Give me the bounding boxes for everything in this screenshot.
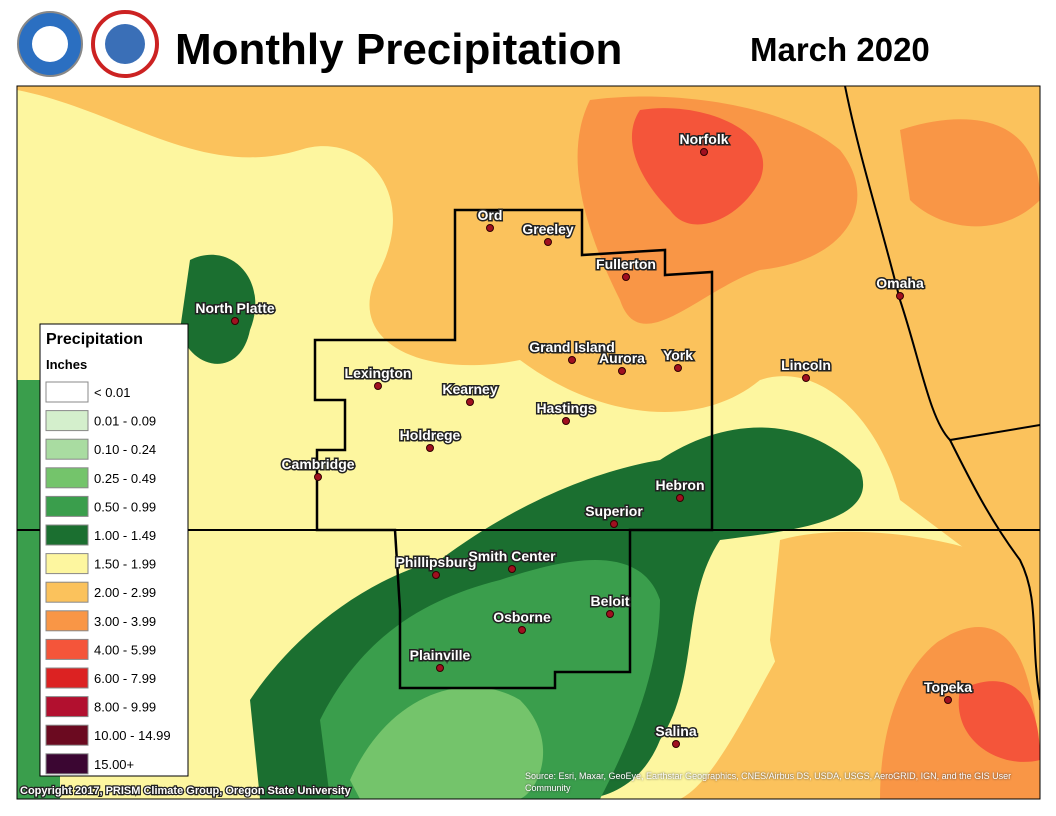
region-red bbox=[958, 681, 1040, 762]
map-frame bbox=[16, 85, 1041, 800]
city-dot bbox=[944, 696, 952, 704]
legend-swatch bbox=[45, 696, 89, 718]
cwa-boundary bbox=[313, 208, 714, 690]
city-dot bbox=[672, 740, 680, 748]
copyright: Copyright 2017, PRISM Climate Group, Ore… bbox=[20, 785, 352, 797]
city-label: Greeley bbox=[522, 221, 574, 237]
region-green bbox=[180, 254, 256, 364]
legend-label: 0.50 - 0.99 bbox=[94, 499, 156, 514]
city-dot bbox=[618, 367, 626, 375]
city-dot bbox=[610, 520, 618, 528]
city-dot bbox=[508, 565, 516, 573]
city-label: Hastings bbox=[536, 400, 595, 416]
legend-units: Inches bbox=[46, 357, 87, 372]
city-dot bbox=[486, 224, 494, 232]
legend-label: 0.25 - 0.49 bbox=[94, 471, 156, 486]
city-dot bbox=[466, 398, 474, 406]
city-label: Fullerton bbox=[596, 256, 656, 272]
legend: Precipitation Inches < 0.01 0.01 - 0.09 0.… bbox=[39, 323, 189, 777]
city-label: Aurora bbox=[599, 350, 645, 366]
city-label: Topeka bbox=[924, 679, 972, 695]
legend-label: 4.00 - 5.99 bbox=[94, 642, 156, 657]
city-dot bbox=[436, 664, 444, 672]
city-dot bbox=[562, 417, 570, 425]
city-label: Smith Center bbox=[468, 548, 556, 564]
city-dot bbox=[426, 444, 434, 452]
legend-swatch bbox=[45, 495, 89, 517]
legend-swatch bbox=[45, 724, 89, 746]
source: Source: Esri, Maxar, GeoEye, Earthstar G… bbox=[525, 771, 1012, 793]
legend-label: 1.50 - 1.99 bbox=[94, 557, 156, 572]
city-label: Osborne bbox=[493, 609, 551, 625]
city-label: Omaha bbox=[876, 275, 924, 291]
city-label: Grand Island bbox=[529, 339, 615, 355]
legend-label: 15.00+ bbox=[94, 757, 134, 772]
city-label: Beloit bbox=[591, 593, 630, 609]
legend-swatch bbox=[45, 410, 89, 432]
legend-swatch bbox=[45, 581, 89, 603]
legend-label: 10.00 - 14.99 bbox=[94, 728, 171, 743]
city-label: Plainville bbox=[410, 647, 471, 663]
legend-label: 1.00 - 1.49 bbox=[94, 528, 156, 543]
city-label: Ord bbox=[478, 207, 503, 223]
city-label: Lincoln bbox=[781, 357, 831, 373]
city-dot bbox=[544, 238, 552, 246]
cities: Norfolk Ord Greeley Fullerton Omaha North Pla… bbox=[194, 130, 974, 748]
city-label: Salina bbox=[655, 723, 696, 739]
city-dot bbox=[676, 494, 684, 502]
legend-label: 2.00 - 2.99 bbox=[94, 585, 156, 600]
city-dot bbox=[606, 610, 614, 618]
region-orange bbox=[900, 119, 1040, 227]
city-dot bbox=[374, 382, 382, 390]
city-label: Norfolk bbox=[680, 131, 729, 147]
city-dot bbox=[896, 292, 904, 300]
city-label: Cambridge bbox=[281, 456, 354, 472]
legend-swatch bbox=[45, 438, 89, 460]
city-dot bbox=[432, 571, 440, 579]
city-dot bbox=[518, 626, 526, 634]
legend-label: 0.10 - 0.24 bbox=[94, 442, 156, 457]
nws-logo-inner bbox=[105, 24, 145, 64]
city-label: York bbox=[663, 347, 693, 363]
legend-label: 3.00 - 3.99 bbox=[94, 614, 156, 629]
city-dot bbox=[674, 364, 682, 372]
legend-swatch bbox=[45, 467, 89, 489]
city-label: Holdrege bbox=[400, 427, 461, 443]
city-dot bbox=[314, 473, 322, 481]
legend-swatch bbox=[45, 524, 89, 546]
period: March 2020 bbox=[750, 31, 930, 68]
city-dot bbox=[802, 374, 810, 382]
legend-swatch bbox=[45, 553, 89, 575]
city-label: Lexington bbox=[345, 365, 412, 381]
region-orange-light bbox=[770, 531, 1000, 717]
city-label: Kearney bbox=[442, 381, 497, 397]
city-label: Superior bbox=[585, 503, 643, 519]
legend-swatch bbox=[45, 753, 89, 775]
title: Monthly Precipitation bbox=[175, 25, 622, 74]
region-light-green bbox=[350, 686, 544, 799]
legend-swatch bbox=[45, 610, 89, 632]
legend-label: 8.00 - 9.99 bbox=[94, 700, 156, 715]
city-dot bbox=[231, 317, 239, 325]
legend-entries: < 0.01 0.01 - 0.09 0.10 - 0.24 0.25 - 0.49 0… bbox=[45, 381, 171, 775]
city-label: Hebron bbox=[656, 477, 705, 493]
legend-swatch bbox=[45, 381, 89, 403]
noaa-logo-inner bbox=[32, 26, 68, 62]
legend-swatch bbox=[45, 667, 89, 689]
legend-title: Precipitation bbox=[46, 331, 143, 348]
region-red bbox=[631, 108, 764, 225]
legend-label: < 0.01 bbox=[94, 385, 131, 400]
city-dot bbox=[622, 273, 630, 281]
city-dot bbox=[568, 356, 576, 364]
city-label: North Platte bbox=[195, 300, 275, 316]
state-line bbox=[949, 439, 1040, 701]
legend-label: 6.00 - 7.99 bbox=[94, 671, 156, 686]
legend-swatch bbox=[45, 638, 89, 660]
city-dot bbox=[700, 148, 708, 156]
legend-label: 0.01 - 0.09 bbox=[94, 414, 156, 429]
city-label: Phillipsburg bbox=[396, 554, 477, 570]
source-box: Source: Esri, Maxar, GeoEye, Earthstar G… bbox=[525, 771, 1012, 793]
